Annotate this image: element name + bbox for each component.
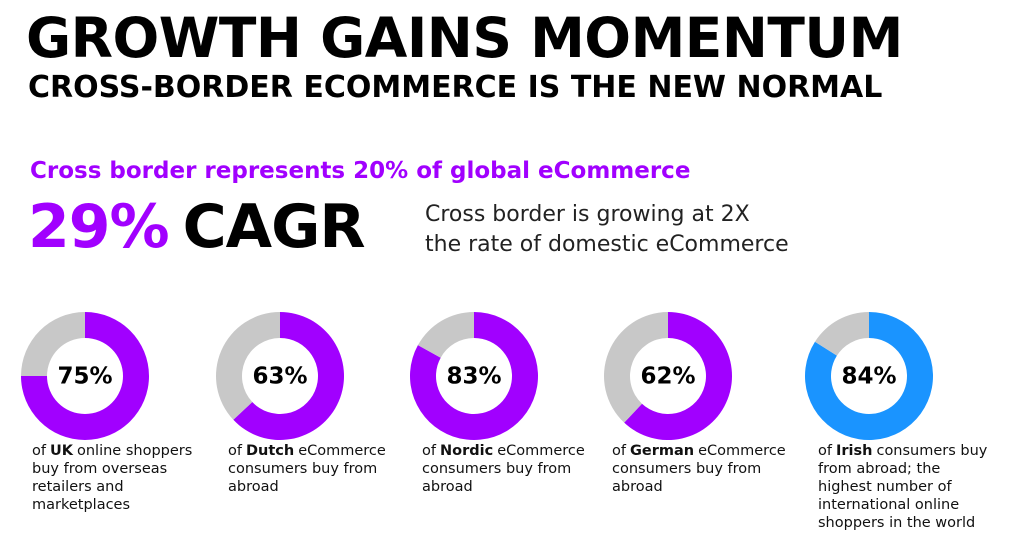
caption-text: of bbox=[612, 443, 626, 459]
caption-text: consumers buy from abroad; the highest n… bbox=[818, 443, 988, 531]
caption-country: Dutch bbox=[245, 443, 295, 459]
caption: of Irish consumers buy from abroad; the hi… bbox=[818, 442, 993, 532]
caption-country: UK bbox=[49, 443, 73, 459]
note-line: the rate of domestic eCommerce bbox=[425, 232, 789, 257]
caption-text: of bbox=[422, 443, 436, 459]
subtitle: CROSS-BORDER ECOMMERCE IS THE NEW NORMAL bbox=[28, 70, 883, 105]
donut-label: 75% bbox=[57, 364, 112, 390]
donut-segment bbox=[417, 312, 474, 358]
donut-label: 63% bbox=[252, 364, 307, 390]
caption: of Nordic eCommerce consumers buy from abr… bbox=[422, 442, 597, 496]
donut-segment bbox=[624, 312, 732, 440]
caption-text: online shoppers buy from overseas retail… bbox=[32, 443, 193, 513]
donut-label: 62% bbox=[640, 364, 695, 390]
caption: of Dutch eCommerce consumers buy from abro… bbox=[228, 442, 403, 496]
lead: Cross border represents 20% of global eC… bbox=[30, 158, 691, 184]
title: GROWTH GAINS MOMENTUM bbox=[26, 6, 903, 70]
caption: of UK online shoppers buy from overseas re… bbox=[32, 442, 207, 514]
donut-segment bbox=[21, 312, 85, 376]
stat-value: 29% bbox=[28, 192, 170, 262]
caption-text: eCommerce consumers buy from abroad bbox=[612, 443, 786, 495]
caption-text: of bbox=[228, 443, 242, 459]
caption-country: Nordic bbox=[439, 443, 494, 459]
stat: 29% CAGR bbox=[28, 192, 366, 262]
donut-label: 84% bbox=[841, 364, 896, 390]
donut-label: 83% bbox=[446, 364, 501, 390]
caption-country: Irish bbox=[835, 443, 873, 459]
caption-text: of bbox=[818, 443, 832, 459]
caption-text: of bbox=[32, 443, 46, 459]
note-line: Cross border is growing at 2X bbox=[425, 202, 750, 227]
donut-segment bbox=[814, 312, 869, 356]
donut-segment bbox=[216, 312, 280, 420]
donut-segment bbox=[21, 312, 149, 440]
donut-segment bbox=[233, 312, 344, 440]
caption: of German eCommerce consumers buy from abr… bbox=[612, 442, 787, 496]
caption-country: German bbox=[629, 443, 695, 459]
donut-segment bbox=[410, 312, 538, 440]
donut-segment bbox=[805, 312, 933, 440]
caption-text: eCommerce consumers buy from abroad bbox=[228, 443, 386, 495]
caption-text: eCommerce consumers buy from abroad bbox=[422, 443, 585, 495]
stat-unit: CAGR bbox=[182, 192, 366, 262]
note: Cross border is growing at 2X the rate of… bbox=[425, 200, 789, 260]
donut-segment bbox=[604, 312, 668, 423]
